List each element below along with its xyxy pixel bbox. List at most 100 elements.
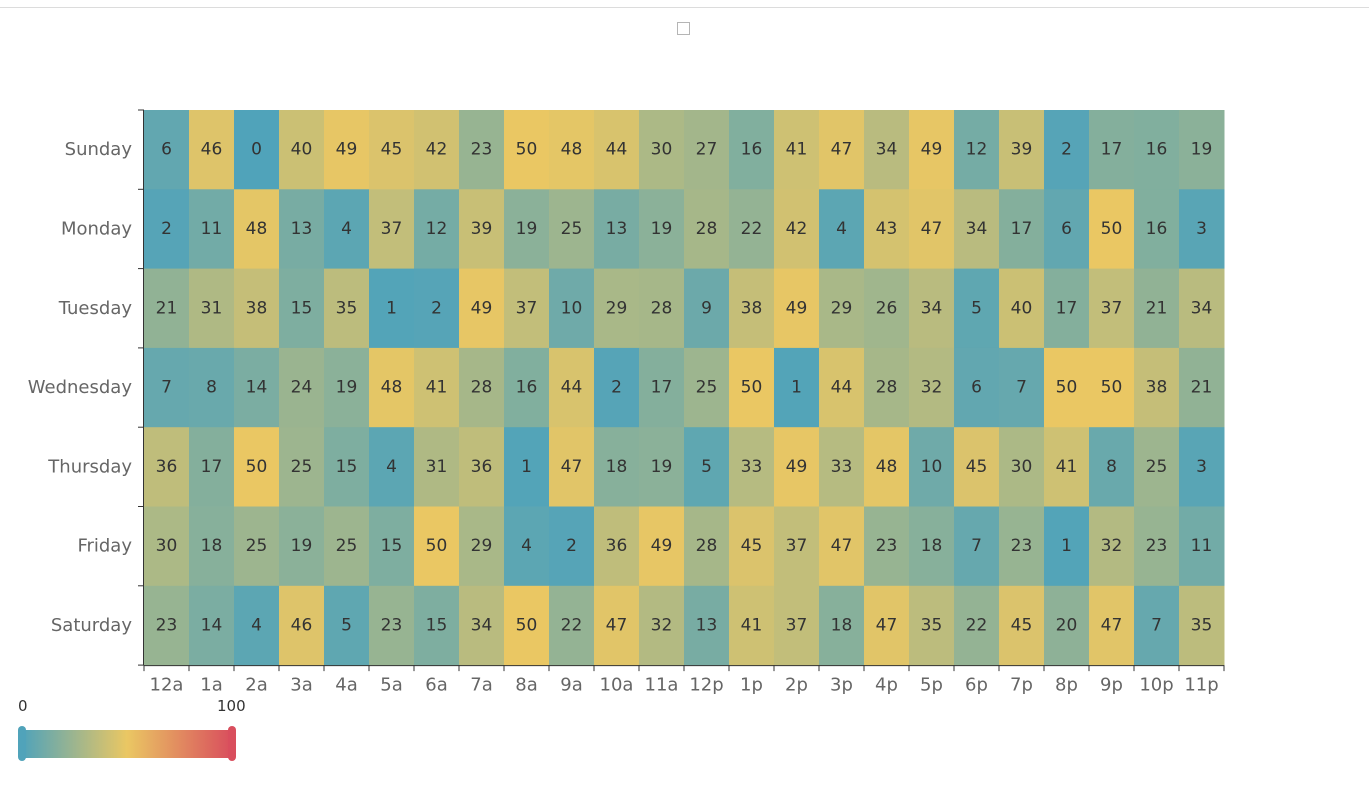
heatmap-cell[interactable] xyxy=(414,585,460,666)
heatmap-cell[interactable] xyxy=(594,268,640,349)
heatmap-cell[interactable] xyxy=(324,585,370,666)
heatmap-cell[interactable] xyxy=(639,427,685,507)
heatmap-cell[interactable] xyxy=(189,268,235,349)
heatmap-cell[interactable] xyxy=(1134,427,1180,507)
heatmap-cell[interactable] xyxy=(1089,585,1135,666)
heatmap-cell[interactable] xyxy=(864,347,910,428)
heatmap-cell[interactable] xyxy=(369,347,415,428)
heatmap-cell[interactable] xyxy=(819,506,865,587)
heatmap-cell[interactable] xyxy=(549,506,595,587)
heatmap-cell[interactable] xyxy=(684,268,730,349)
heatmap-cell[interactable] xyxy=(279,506,325,587)
heatmap-cell[interactable] xyxy=(234,506,280,587)
visualmap-gradient-bar[interactable] xyxy=(22,730,232,758)
heatmap-cell[interactable] xyxy=(999,506,1045,587)
heatmap-cell[interactable] xyxy=(189,506,235,587)
heatmap-cell[interactable] xyxy=(459,189,505,270)
heatmap-cell[interactable] xyxy=(279,347,325,428)
heatmap-cell[interactable] xyxy=(1044,585,1090,666)
heatmap-cell[interactable] xyxy=(999,427,1045,507)
heatmap-cell[interactable] xyxy=(1044,347,1090,428)
heatmap-cell[interactable] xyxy=(504,347,550,428)
heatmap-cell[interactable] xyxy=(234,585,280,666)
heatmap-cell[interactable] xyxy=(189,110,235,190)
heatmap-cell[interactable] xyxy=(324,189,370,270)
heatmap-cell[interactable] xyxy=(279,427,325,507)
heatmap-cell[interactable] xyxy=(324,427,370,507)
heatmap-cell[interactable] xyxy=(369,189,415,270)
heatmap-cell[interactable] xyxy=(639,110,685,190)
heatmap-cell[interactable] xyxy=(729,110,775,190)
heatmap-cell[interactable] xyxy=(684,347,730,428)
heatmap-cell[interactable] xyxy=(1179,268,1225,349)
heatmap-cell[interactable] xyxy=(774,347,820,428)
heatmap-cell[interactable] xyxy=(819,585,865,666)
heatmap-cell[interactable] xyxy=(954,506,1000,587)
heatmap-cell[interactable] xyxy=(414,347,460,428)
heatmap-cell[interactable] xyxy=(549,189,595,270)
heatmap-cell[interactable] xyxy=(549,268,595,349)
heatmap-cell[interactable] xyxy=(279,189,325,270)
heatmap-cell[interactable] xyxy=(594,347,640,428)
heatmap-cell[interactable] xyxy=(504,189,550,270)
heatmap-cell[interactable] xyxy=(144,189,190,270)
heatmap-cell[interactable] xyxy=(1089,110,1135,190)
heatmap-cell[interactable] xyxy=(414,189,460,270)
heatmap-cell[interactable] xyxy=(819,427,865,507)
heatmap-cell[interactable] xyxy=(594,506,640,587)
heatmap-cell[interactable] xyxy=(144,110,190,190)
heatmap-cell[interactable] xyxy=(1089,506,1135,587)
heatmap-cell[interactable] xyxy=(639,347,685,428)
heatmap-cell[interactable] xyxy=(324,110,370,190)
heatmap-cell[interactable] xyxy=(774,268,820,349)
heatmap-cell[interactable] xyxy=(819,347,865,428)
heatmap-cell[interactable] xyxy=(909,268,955,349)
heatmap-cell[interactable] xyxy=(1044,110,1090,190)
heatmap-cell[interactable] xyxy=(549,110,595,190)
heatmap-cell[interactable] xyxy=(774,427,820,507)
heatmap-cell[interactable] xyxy=(1044,506,1090,587)
heatmap-cell[interactable] xyxy=(369,506,415,587)
heatmap-cell[interactable] xyxy=(1044,268,1090,349)
heatmap-cell[interactable] xyxy=(1134,268,1180,349)
heatmap-cell[interactable] xyxy=(234,427,280,507)
heatmap-cell[interactable] xyxy=(1134,585,1180,666)
heatmap-cell[interactable] xyxy=(729,347,775,428)
heatmap-cell[interactable] xyxy=(459,585,505,666)
heatmap-cell[interactable] xyxy=(459,268,505,349)
heatmap-cell[interactable] xyxy=(144,585,190,666)
heatmap-cell[interactable] xyxy=(324,506,370,587)
heatmap-cell[interactable] xyxy=(504,585,550,666)
heatmap-cell[interactable] xyxy=(1179,110,1225,190)
heatmap-cell[interactable] xyxy=(774,585,820,666)
heatmap-cell[interactable] xyxy=(279,268,325,349)
heatmap-cell[interactable] xyxy=(1134,347,1180,428)
heatmap-cell[interactable] xyxy=(1089,268,1135,349)
heatmap-cell[interactable] xyxy=(504,110,550,190)
visualmap-max-handle[interactable] xyxy=(228,726,236,761)
heatmap-cell[interactable] xyxy=(144,427,190,507)
heatmap-cell[interactable] xyxy=(999,110,1045,190)
heatmap-cell[interactable] xyxy=(684,189,730,270)
heatmap-cell[interactable] xyxy=(684,427,730,507)
heatmap-cell[interactable] xyxy=(594,189,640,270)
heatmap-cell[interactable] xyxy=(189,189,235,270)
heatmap-cell[interactable] xyxy=(414,268,460,349)
heatmap-cell[interactable] xyxy=(729,506,775,587)
heatmap-cell[interactable] xyxy=(864,506,910,587)
heatmap-cell[interactable] xyxy=(144,268,190,349)
heatmap-cell[interactable] xyxy=(1134,110,1180,190)
heatmap-cell[interactable] xyxy=(909,427,955,507)
heatmap-cell[interactable] xyxy=(774,506,820,587)
heatmap-cell[interactable] xyxy=(1179,347,1225,428)
heatmap-cell[interactable] xyxy=(729,189,775,270)
heatmap-cell[interactable] xyxy=(549,585,595,666)
heatmap-cell[interactable] xyxy=(1134,189,1180,270)
heatmap-cell[interactable] xyxy=(459,427,505,507)
heatmap-cell[interactable] xyxy=(414,110,460,190)
heatmap-cell[interactable] xyxy=(774,189,820,270)
heatmap-cell[interactable] xyxy=(639,189,685,270)
heatmap-cell[interactable] xyxy=(459,347,505,428)
heatmap-cell[interactable] xyxy=(684,110,730,190)
heatmap-cell[interactable] xyxy=(639,585,685,666)
